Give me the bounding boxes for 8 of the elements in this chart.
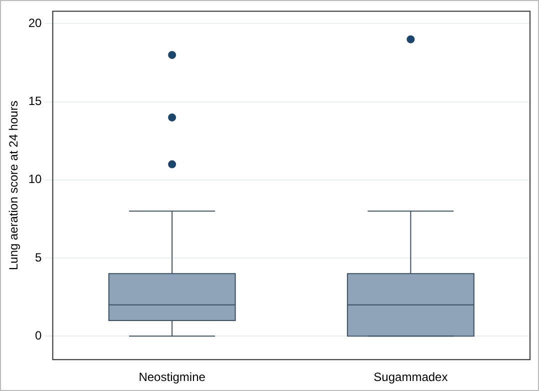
y-tick-label: 15 xyxy=(28,94,42,108)
y-axis-title: Lung aeration score at 24 hours xyxy=(6,100,21,270)
x-tick-label: Sugammadex xyxy=(374,370,448,384)
x-tick-label: Neostigmine xyxy=(138,370,206,384)
y-tick-label: 10 xyxy=(28,172,42,186)
y-tick-label: 0 xyxy=(35,328,42,342)
y-tick-label: 5 xyxy=(35,250,42,264)
y-tick-label: 20 xyxy=(28,16,42,30)
